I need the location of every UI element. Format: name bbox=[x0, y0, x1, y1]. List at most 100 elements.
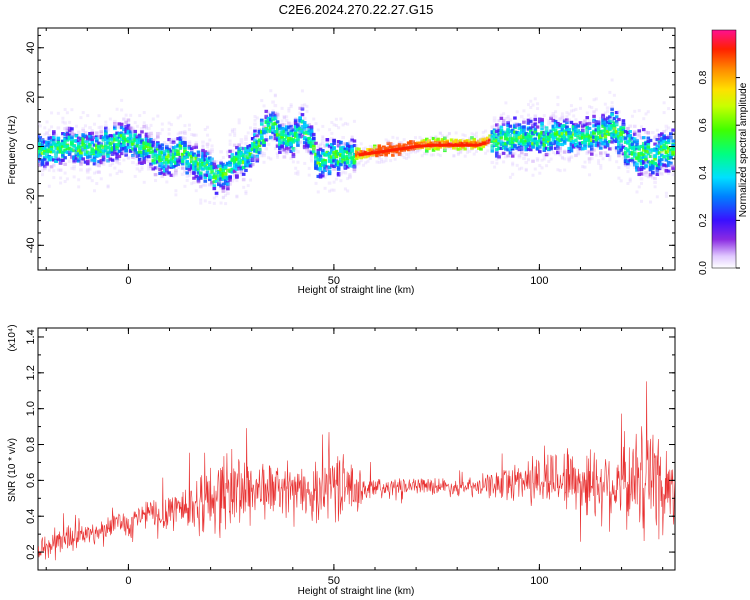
heat-halo bbox=[630, 114, 634, 118]
heat-cell bbox=[99, 134, 104, 139]
heat-cell bbox=[291, 146, 296, 151]
heat-cell bbox=[506, 139, 510, 143]
heat-halo bbox=[52, 163, 56, 167]
heat-cell bbox=[305, 141, 309, 146]
heat-cell bbox=[124, 153, 128, 157]
heat-cell bbox=[119, 131, 124, 135]
heat-cell bbox=[646, 142, 651, 146]
heat-cell bbox=[101, 148, 106, 152]
heat-cell bbox=[553, 140, 558, 144]
heat-cell bbox=[341, 135, 345, 140]
heat-cell bbox=[614, 130, 619, 134]
heat-cell bbox=[323, 168, 327, 172]
heat-halo bbox=[597, 161, 601, 165]
heat-cell bbox=[660, 158, 664, 162]
heat-halo bbox=[520, 135, 524, 139]
heat-cell bbox=[58, 168, 63, 172]
heat-cell bbox=[528, 145, 533, 149]
heat-halo bbox=[436, 152, 440, 156]
heat-cell bbox=[547, 122, 551, 126]
heat-halo bbox=[594, 153, 598, 157]
heat-cell bbox=[635, 168, 639, 172]
heat-cell bbox=[578, 131, 583, 135]
heat-cell bbox=[610, 113, 614, 117]
heat-cell bbox=[135, 144, 140, 148]
heat-halo bbox=[420, 142, 424, 146]
heat-cell bbox=[244, 137, 248, 142]
heat-halo bbox=[314, 157, 318, 161]
y-tick-label: -20 bbox=[25, 188, 37, 204]
heat-cell bbox=[278, 136, 282, 140]
heat-cell bbox=[210, 162, 214, 166]
heat-cell bbox=[556, 137, 560, 141]
heat-cell bbox=[79, 156, 83, 161]
heat-cell bbox=[506, 137, 510, 141]
heat-cell bbox=[47, 136, 52, 141]
heat-halo bbox=[569, 104, 573, 108]
heat-halo bbox=[183, 124, 187, 128]
heat-cell bbox=[162, 172, 167, 176]
heat-cell bbox=[596, 135, 601, 140]
heat-halo bbox=[452, 154, 456, 158]
heat-halo bbox=[635, 137, 639, 141]
heat-halo bbox=[199, 201, 203, 205]
heat-halo bbox=[470, 147, 474, 151]
heat-halo bbox=[219, 159, 223, 163]
heat-halo bbox=[206, 133, 210, 137]
heat-cell bbox=[271, 138, 275, 142]
heat-cell bbox=[343, 158, 348, 162]
heat-cell bbox=[239, 170, 244, 174]
heat-cell bbox=[158, 164, 162, 168]
heat-cell bbox=[341, 145, 345, 150]
heat-halo bbox=[411, 149, 415, 153]
heat-cell bbox=[183, 147, 187, 151]
heat-cell bbox=[569, 155, 574, 159]
heat-halo bbox=[201, 183, 205, 187]
heat-cell bbox=[490, 139, 495, 144]
heat-cell bbox=[424, 137, 429, 141]
heat-cell bbox=[142, 126, 147, 130]
heat-cell bbox=[45, 131, 49, 135]
heat-cell bbox=[537, 134, 542, 138]
heat-cell bbox=[585, 116, 590, 120]
heat-cell bbox=[544, 152, 549, 157]
heat-cell bbox=[393, 145, 397, 149]
heat-halo bbox=[404, 156, 408, 160]
heat-cell bbox=[282, 114, 287, 119]
heat-halo bbox=[411, 148, 415, 152]
heat-cell bbox=[214, 177, 219, 181]
heat-cell bbox=[214, 174, 219, 178]
heat-halo bbox=[113, 123, 117, 127]
heat-cell bbox=[40, 151, 45, 155]
heat-cell bbox=[223, 181, 228, 185]
heat-cell bbox=[641, 136, 646, 140]
heat-halo bbox=[149, 123, 153, 127]
heat-cell bbox=[207, 175, 212, 179]
heat-cell bbox=[434, 139, 438, 143]
heat-halo bbox=[434, 135, 438, 139]
heat-cell bbox=[115, 157, 119, 161]
heat-cell bbox=[135, 140, 140, 144]
heat-cell bbox=[88, 154, 92, 159]
heat-halo bbox=[106, 184, 110, 188]
heat-cell bbox=[169, 173, 174, 177]
heat-cell bbox=[131, 160, 135, 165]
heat-cell bbox=[92, 143, 97, 147]
heat-halo bbox=[325, 167, 329, 171]
heat-cell bbox=[553, 142, 558, 146]
heat-cell bbox=[592, 148, 596, 152]
heat-cell bbox=[515, 134, 519, 138]
heat-halo bbox=[445, 146, 449, 150]
heat-cell bbox=[664, 124, 669, 128]
heat-cell bbox=[666, 139, 671, 143]
heat-cell bbox=[307, 137, 312, 141]
heat-cell bbox=[456, 140, 461, 144]
heat-cell bbox=[235, 157, 239, 162]
heat-cell bbox=[94, 139, 99, 143]
heat-halo bbox=[520, 166, 524, 170]
heat-halo bbox=[432, 153, 436, 157]
heat-halo bbox=[169, 123, 173, 127]
heat-cell bbox=[108, 134, 113, 138]
heat-cell bbox=[214, 165, 219, 170]
heat-cell bbox=[321, 161, 325, 165]
